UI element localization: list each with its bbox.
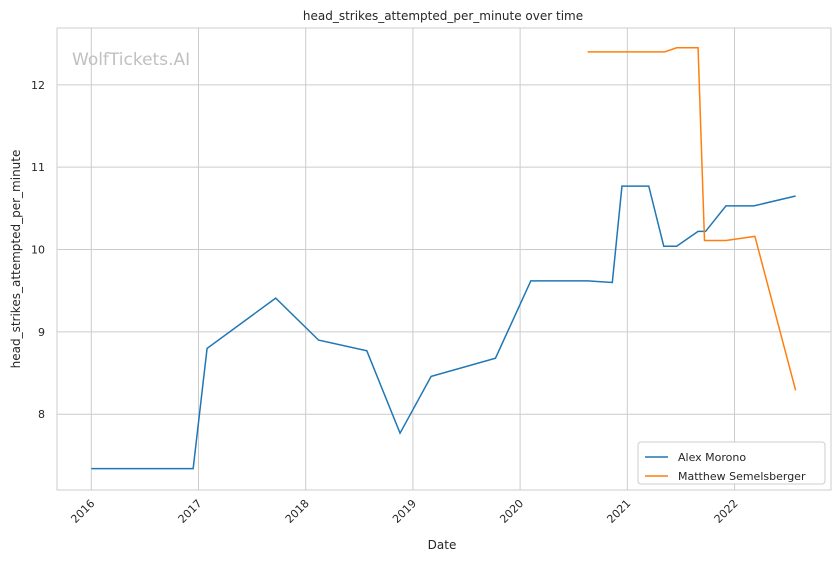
series-line-0 bbox=[91, 186, 795, 468]
legend-label: Matthew Semelsberger bbox=[678, 470, 806, 483]
y-tick-label: 11 bbox=[31, 161, 45, 174]
watermark: WolfTickets.AI bbox=[72, 50, 190, 70]
x-tick-label: 2017 bbox=[176, 497, 205, 526]
y-tick-label: 9 bbox=[38, 326, 45, 339]
x-tick-label: 2020 bbox=[497, 497, 526, 526]
y-tick-label: 8 bbox=[38, 408, 45, 421]
y-tick-label: 10 bbox=[31, 244, 45, 257]
x-tick-label: 2019 bbox=[390, 497, 419, 526]
x-tick-label: 2022 bbox=[712, 497, 741, 526]
x-tick-label: 2018 bbox=[283, 497, 312, 526]
x-tick-label: 2021 bbox=[604, 497, 633, 526]
plot-frame bbox=[57, 28, 831, 490]
legend: Alex Morono Matthew Semelsberger bbox=[638, 442, 825, 484]
legend-label: Alex Morono bbox=[678, 451, 746, 464]
y-tick-label: 12 bbox=[31, 79, 45, 92]
x-tick-label: 2016 bbox=[68, 497, 97, 526]
y-axis-label: head_strikes_attempted_per_minute bbox=[9, 150, 23, 369]
chart-title: head_strikes_attempted_per_minute over t… bbox=[303, 9, 583, 23]
x-axis-label: Date bbox=[428, 538, 457, 552]
